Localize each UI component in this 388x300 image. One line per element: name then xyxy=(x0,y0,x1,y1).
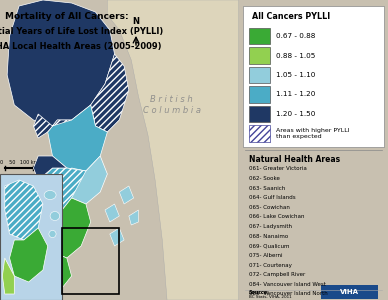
Text: 064- Gulf Islands: 064- Gulf Islands xyxy=(249,195,296,200)
Text: 084- Vancouver Island West: 084- Vancouver Island West xyxy=(249,282,326,287)
Text: Potential Years of Life Lost Index (PYLLI): Potential Years of Life Lost Index (PYLL… xyxy=(0,27,163,36)
Text: 1.20 - 1.50: 1.20 - 1.50 xyxy=(276,111,315,117)
Polygon shape xyxy=(33,114,71,138)
Text: Mortality of All Cancers:: Mortality of All Cancers: xyxy=(5,12,129,21)
Text: 072- Campbell River: 072- Campbell River xyxy=(249,272,305,277)
Polygon shape xyxy=(105,204,120,222)
Text: 066- Lake Cowichan: 066- Lake Cowichan xyxy=(249,214,305,220)
Bar xyxy=(249,86,270,103)
Bar xyxy=(62,228,120,294)
Polygon shape xyxy=(10,228,48,282)
Polygon shape xyxy=(129,210,139,225)
Text: 062- Sooke: 062- Sooke xyxy=(249,176,280,181)
Text: 067- Ladysmith: 067- Ladysmith xyxy=(249,224,292,229)
Polygon shape xyxy=(5,180,43,240)
Text: N: N xyxy=(133,17,140,26)
Text: 0.88 - 1.05: 0.88 - 1.05 xyxy=(276,52,315,59)
Text: 063- Saanich: 063- Saanich xyxy=(249,186,285,191)
Polygon shape xyxy=(110,228,124,246)
Polygon shape xyxy=(2,258,14,294)
Polygon shape xyxy=(107,0,239,300)
Text: 065- Cowichan: 065- Cowichan xyxy=(249,205,290,210)
Text: by VIHA Local Health Areas (2005-2009): by VIHA Local Health Areas (2005-2009) xyxy=(0,42,161,51)
Bar xyxy=(0,174,62,300)
Polygon shape xyxy=(67,156,107,204)
Polygon shape xyxy=(48,105,107,171)
Polygon shape xyxy=(33,168,86,216)
Text: Natural Health Areas: Natural Health Areas xyxy=(249,154,340,164)
Text: 068- Nanaimo: 068- Nanaimo xyxy=(249,234,288,239)
Text: 1.05 - 1.10: 1.05 - 1.10 xyxy=(276,72,315,78)
FancyBboxPatch shape xyxy=(243,6,383,147)
Bar xyxy=(249,47,270,64)
Polygon shape xyxy=(7,0,114,126)
Text: 0.67 - 0.88: 0.67 - 0.88 xyxy=(276,33,315,39)
Text: Source:: Source: xyxy=(249,290,270,296)
Bar xyxy=(249,125,270,142)
Polygon shape xyxy=(38,252,71,288)
Text: 1.11 - 1.20: 1.11 - 1.20 xyxy=(276,92,315,98)
Bar xyxy=(249,67,270,83)
Bar xyxy=(249,28,270,44)
Polygon shape xyxy=(33,156,67,180)
Text: 075- Alberni: 075- Alberni xyxy=(249,253,282,258)
Ellipse shape xyxy=(50,212,60,220)
Polygon shape xyxy=(91,54,129,132)
Text: BC Stats; VIHA, 2011: BC Stats; VIHA, 2011 xyxy=(249,296,292,299)
Text: 071- Courtenay: 071- Courtenay xyxy=(249,262,292,268)
Text: 085- Vancouver Island North: 085- Vancouver Island North xyxy=(249,291,328,296)
Polygon shape xyxy=(43,198,91,258)
Text: 061- Greater Victoria: 061- Greater Victoria xyxy=(249,167,307,172)
Text: Areas with higher PYLLI
than expected: Areas with higher PYLLI than expected xyxy=(276,128,350,139)
Text: B r i t i s h
C o l u m b i a: B r i t i s h C o l u m b i a xyxy=(143,95,201,115)
Text: 0    50   100 km: 0 50 100 km xyxy=(0,160,38,164)
Bar xyxy=(249,106,270,122)
Ellipse shape xyxy=(49,230,56,238)
Text: VIHA: VIHA xyxy=(340,289,359,295)
Text: All Cancers PYLLI: All Cancers PYLLI xyxy=(252,12,330,21)
Polygon shape xyxy=(24,234,52,276)
Polygon shape xyxy=(120,186,133,204)
Ellipse shape xyxy=(44,190,56,200)
Text: 069- Qualicum: 069- Qualicum xyxy=(249,243,289,248)
Bar xyxy=(321,285,378,298)
